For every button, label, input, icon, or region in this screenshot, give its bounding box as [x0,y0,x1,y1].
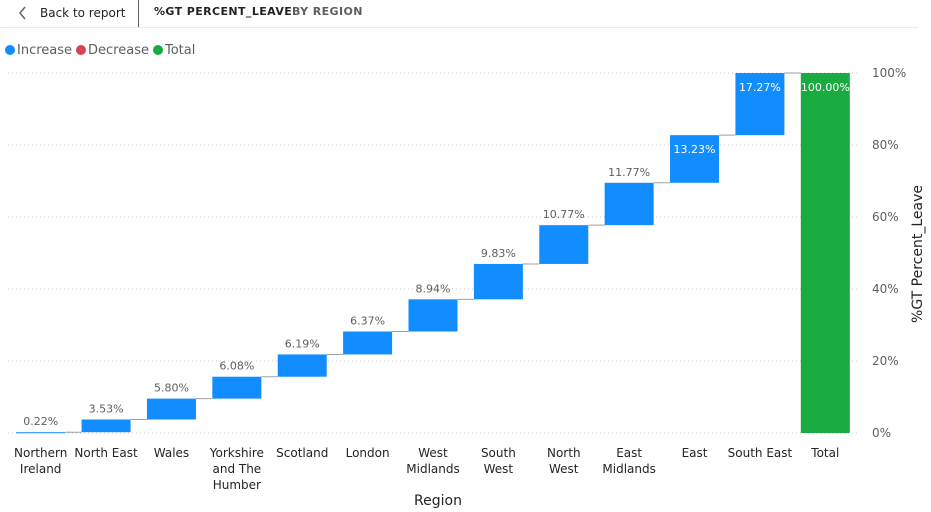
page-title: %GT PERCENT_LEAVE [154,5,293,18]
x-tick-label: North [547,446,581,460]
chart-legend: Increase Decrease Total [5,42,199,58]
x-tick-label: West [484,462,514,476]
page-subtitle: BY REGION [292,5,363,18]
bar-connectors [65,72,801,433]
x-tick-label: and The [212,462,261,476]
data-label: 17.27% [739,81,781,94]
data-label: 3.53% [89,403,124,416]
x-tick-label: South East [728,446,793,460]
legend-label-decrease: Decrease [88,42,149,58]
bar-increase [16,432,66,434]
x-tick-label: Northern [14,446,67,460]
data-labels: 0.22% 3.53% 5.80% 6.08% 6.19% 6.37% 8.94% 9.83%… [23,81,850,428]
data-label: 11.77% [608,166,650,179]
data-label: 10.77% [543,208,585,221]
bars [16,73,850,434]
bar-increase [277,354,327,377]
y-tick-label: 100% [872,66,906,80]
y-tick-label: 80% [872,138,899,152]
legend-item-increase[interactable]: Increase [5,43,72,58]
chevron-left-icon [12,2,34,24]
bar-increase [735,73,785,136]
legend-dot-total [152,45,163,55]
bar-increase [212,376,262,399]
x-tick-label: East [682,446,708,460]
legend-label-increase: Increase [17,42,73,58]
x-tick-label: South [481,446,516,460]
x-tick-label: Ireland [20,462,62,476]
header-divider [138,0,139,28]
header-bar: Back to report %GT PERCENT_LEAVE BY REGI… [0,0,931,28]
legend-dot-decrease [76,45,87,55]
y-axis-title: %GT Percent_Leave [910,185,926,323]
data-label: 5.80% [154,382,189,395]
bar-increase [473,263,523,300]
x-axis-title: Region [414,493,462,509]
bar-increase [81,419,131,433]
data-label: 13.23% [674,143,716,156]
legend-dot-increase [5,45,15,55]
back-to-report-button[interactable]: Back to report [12,2,125,24]
bar-total [800,73,850,433]
x-tick-label: Scotland [276,446,328,460]
x-tick-label: East [616,446,642,460]
bar-increase [670,135,720,183]
data-label: 6.19% [285,337,320,350]
bar-increase [146,398,196,420]
data-label: 8.94% [416,282,451,295]
y-tick-label: 40% [872,282,899,296]
data-label: 100.00% [801,81,850,94]
bar-increase [539,225,589,264]
data-label: 9.83% [481,247,516,260]
legend-item-total[interactable]: Total [152,42,196,58]
x-tick-label: Total [810,446,839,460]
x-tick-label: North East [74,446,138,460]
y-axis-ticks: 0% 20% 40% 60% 80% 100% [872,66,906,440]
data-label: 0.22% [23,415,58,428]
x-tick-label: Midlands [602,462,655,476]
header-rule [0,27,918,28]
x-axis-ticks: Northern Ireland North East Wales Yorkshire a… [14,446,839,492]
data-label: 6.37% [350,315,385,328]
x-tick-label: Midlands [406,462,459,476]
data-label: 6.08% [219,360,254,373]
y-tick-label: 20% [872,354,899,368]
x-tick-label: Yorkshire [209,446,264,460]
bar-increase [343,331,393,355]
x-tick-label: Humber [213,478,261,492]
x-tick-label: West [418,446,448,460]
x-tick-label: West [549,462,579,476]
legend-label-total: Total [164,42,196,58]
back-to-report-label: Back to report [40,6,126,20]
bar-increase [604,182,654,226]
legend-item-decrease[interactable]: Decrease [76,43,149,58]
y-tick-label: 0% [872,426,891,440]
x-tick-label: London [346,446,390,460]
x-tick-label: Wales [154,446,189,460]
bar-increase [408,299,458,332]
gridlines [8,72,858,434]
y-tick-label: 60% [872,210,899,224]
